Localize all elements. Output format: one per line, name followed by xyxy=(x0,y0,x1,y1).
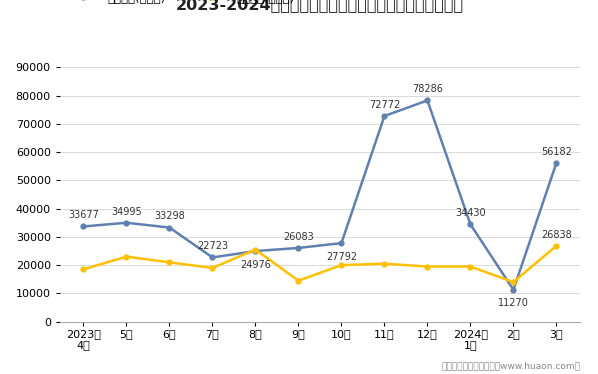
Text: 34995: 34995 xyxy=(111,206,142,217)
进口总额(万美元) xyxy=(553,243,560,248)
Text: 26083: 26083 xyxy=(283,232,314,242)
进口总额(万美元) xyxy=(295,278,302,283)
出口总额(万美元) xyxy=(553,161,560,165)
Text: 33298: 33298 xyxy=(154,211,185,221)
Text: 56182: 56182 xyxy=(541,147,572,157)
出口总额(万美元) xyxy=(123,221,130,225)
Text: 78286: 78286 xyxy=(412,84,443,94)
Text: 制图：华经产业研究院（www.huaon.com）: 制图：华经产业研究院（www.huaon.com） xyxy=(441,361,580,370)
进口总额(万美元) xyxy=(424,264,431,269)
出口总额(万美元) xyxy=(80,224,87,229)
进口总额(万美元) xyxy=(123,254,130,259)
Text: 27792: 27792 xyxy=(326,252,357,261)
进口总额(万美元) xyxy=(209,266,216,270)
出口总额(万美元) xyxy=(510,288,517,292)
出口总额(万美元) xyxy=(424,98,431,103)
进口总额(万美元) xyxy=(166,260,173,264)
进口总额(万美元) xyxy=(252,247,259,252)
Text: 34430: 34430 xyxy=(455,208,486,218)
出口总额(万美元) xyxy=(338,241,345,245)
出口总额(万美元) xyxy=(467,222,474,227)
进口总额(万美元) xyxy=(510,280,517,284)
进口总额(万美元) xyxy=(338,263,345,267)
进口总额(万美元) xyxy=(467,264,474,269)
出口总额(万美元) xyxy=(295,246,302,250)
Text: 22723: 22723 xyxy=(197,241,228,251)
Text: 24976: 24976 xyxy=(240,260,271,270)
Text: 72772: 72772 xyxy=(369,100,400,110)
Text: 11270: 11270 xyxy=(498,298,529,308)
出口总额(万美元) xyxy=(252,249,259,253)
进口总额(万美元) xyxy=(80,267,87,272)
出口总额(万美元) xyxy=(209,255,216,260)
Line: 进口总额(万美元): 进口总额(万美元) xyxy=(81,243,559,285)
Legend: 出口总额(万美元), 进口总额(万美元): 出口总额(万美元), 进口总额(万美元) xyxy=(66,0,294,5)
出口总额(万美元) xyxy=(166,225,173,230)
Title: 2023-2024年贵阳市商品收发货人所在地进、出口额统计: 2023-2024年贵阳市商品收发货人所在地进、出口额统计 xyxy=(176,0,464,12)
进口总额(万美元) xyxy=(381,261,388,266)
Line: 出口总额(万美元): 出口总额(万美元) xyxy=(81,98,559,292)
Text: 26838: 26838 xyxy=(541,230,572,240)
Text: 33677: 33677 xyxy=(68,210,99,220)
出口总额(万美元) xyxy=(381,114,388,118)
